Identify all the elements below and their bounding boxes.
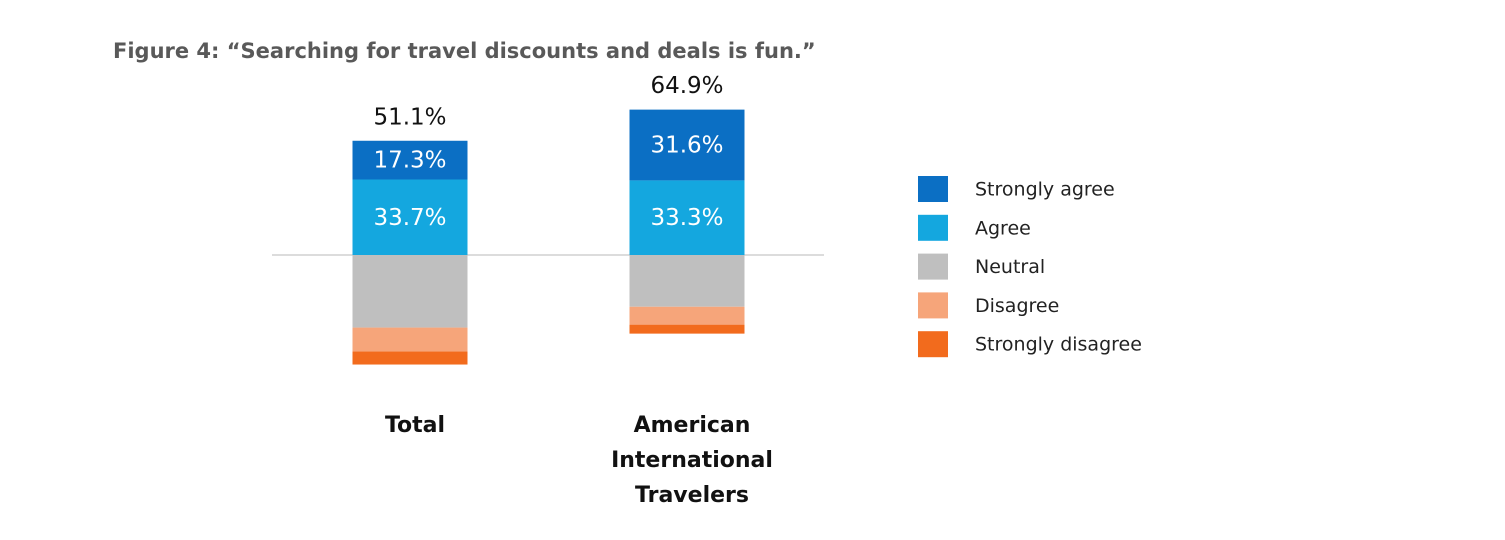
legend-swatch — [918, 331, 948, 358]
bar-segment — [352, 327, 468, 352]
bar-segment — [352, 140, 468, 180]
bar-segment — [629, 324, 745, 334]
legend-swatch — [918, 214, 948, 241]
bar-segment — [352, 255, 468, 328]
legend-label: Agree — [975, 217, 1031, 239]
value-label: 31.6% — [650, 133, 723, 159]
bar-segment — [629, 180, 745, 255]
value-label: 33.7% — [373, 205, 446, 231]
legend-swatch — [918, 292, 948, 319]
legend-label: Disagree — [975, 295, 1059, 317]
bar-segment — [629, 255, 745, 307]
bar-segment — [352, 351, 468, 365]
legend-swatch — [918, 253, 948, 280]
legend-label: Neutral — [975, 256, 1045, 278]
total-label: 51.1% — [373, 104, 446, 130]
chart-title: Figure 4: “Searching for travel discount… — [113, 39, 816, 63]
bar-segment — [352, 179, 468, 255]
legend-label: Strongly agree — [975, 179, 1115, 201]
bar-segment — [629, 306, 745, 325]
legend-swatch — [918, 176, 948, 202]
category-label: Total — [384, 413, 446, 438]
total-label: 64.9% — [650, 73, 723, 99]
legend-label: Strongly disagree — [975, 334, 1142, 356]
value-label: 33.3% — [650, 205, 723, 231]
value-label: 17.3% — [373, 148, 446, 174]
category-label: American International Travelers — [611, 413, 773, 508]
bar-segment — [629, 109, 745, 181]
